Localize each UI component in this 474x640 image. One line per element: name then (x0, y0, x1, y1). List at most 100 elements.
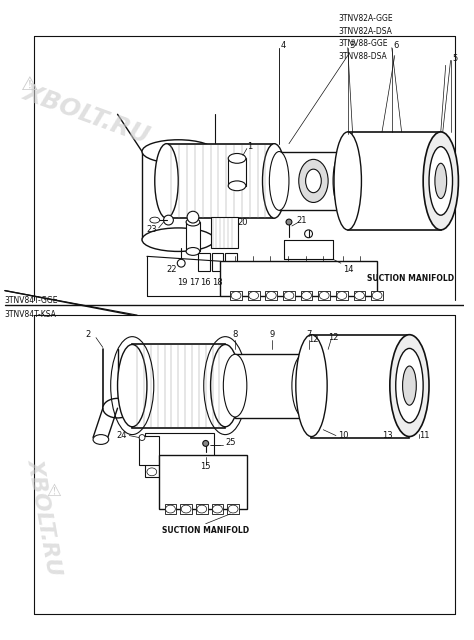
Text: 20: 20 (237, 218, 248, 227)
Ellipse shape (212, 505, 222, 513)
Text: XBOLT.RU: XBOLT.RU (19, 80, 153, 148)
Ellipse shape (176, 468, 186, 476)
Bar (354, 291, 365, 300)
Ellipse shape (334, 132, 362, 230)
Ellipse shape (390, 335, 429, 436)
Text: ⚠: ⚠ (46, 483, 61, 500)
Text: 8: 8 (232, 330, 238, 339)
Text: 3: 3 (350, 41, 355, 50)
Ellipse shape (319, 292, 329, 300)
Text: 24: 24 (117, 431, 128, 440)
Bar (348, 132, 441, 230)
Ellipse shape (396, 348, 423, 423)
Ellipse shape (402, 366, 416, 405)
Bar (132, 344, 225, 428)
Bar (211, 504, 223, 514)
Ellipse shape (333, 152, 353, 211)
Ellipse shape (435, 163, 447, 198)
Ellipse shape (186, 218, 200, 226)
Bar (139, 436, 159, 465)
Ellipse shape (429, 147, 453, 215)
Ellipse shape (142, 140, 215, 163)
Text: 10: 10 (338, 431, 348, 440)
Text: 21: 21 (296, 216, 307, 225)
Text: 15: 15 (201, 463, 211, 472)
Bar (279, 152, 343, 211)
Ellipse shape (150, 217, 160, 223)
Text: 3TNV84T-KSA: 3TNV84T-KSA (5, 310, 57, 319)
Bar (145, 433, 213, 477)
Text: SUCTION MANIFOLD: SUCTION MANIFOLD (367, 275, 455, 284)
Text: 16: 16 (201, 278, 211, 287)
Text: ⚠: ⚠ (21, 76, 38, 95)
Ellipse shape (266, 292, 276, 300)
Ellipse shape (197, 505, 207, 513)
Ellipse shape (223, 355, 247, 417)
Bar (142, 152, 216, 239)
Ellipse shape (269, 152, 289, 211)
Text: 23: 23 (146, 225, 157, 234)
Bar (198, 253, 210, 271)
Text: 11: 11 (419, 431, 430, 440)
Ellipse shape (118, 344, 147, 427)
Bar (230, 291, 242, 300)
Text: 13: 13 (382, 431, 392, 440)
Ellipse shape (201, 468, 210, 476)
Text: 3TNV82A-DSA: 3TNV82A-DSA (338, 26, 392, 36)
Bar (166, 144, 274, 218)
Text: 1: 1 (247, 142, 252, 151)
Ellipse shape (306, 169, 321, 193)
Text: 4: 4 (281, 41, 286, 50)
Ellipse shape (423, 132, 458, 230)
Text: 3TNV82A-GGE: 3TNV82A-GGE (338, 14, 392, 23)
Ellipse shape (203, 440, 209, 446)
Ellipse shape (210, 344, 240, 427)
Bar (336, 291, 348, 300)
Text: 3TNV88-GGE: 3TNV88-GGE (338, 39, 387, 48)
Ellipse shape (155, 144, 178, 218)
Ellipse shape (162, 468, 172, 476)
Ellipse shape (284, 292, 294, 300)
Ellipse shape (147, 468, 157, 476)
Ellipse shape (296, 335, 327, 436)
Bar (265, 291, 277, 300)
Ellipse shape (181, 505, 191, 513)
Ellipse shape (164, 215, 173, 225)
Text: 25: 25 (225, 438, 236, 447)
Bar (319, 291, 330, 300)
Bar (311, 335, 410, 438)
Text: 9: 9 (270, 330, 275, 339)
Ellipse shape (165, 505, 175, 513)
Ellipse shape (292, 355, 315, 417)
Bar (159, 455, 247, 509)
Bar (248, 291, 260, 300)
Ellipse shape (305, 230, 312, 237)
Bar (220, 261, 377, 296)
Ellipse shape (228, 505, 238, 513)
Bar (164, 504, 176, 514)
Text: 22: 22 (166, 264, 177, 273)
Text: 19: 19 (178, 278, 188, 287)
Text: 18: 18 (212, 278, 223, 287)
Ellipse shape (263, 144, 286, 218)
Bar (235, 355, 304, 418)
Ellipse shape (301, 292, 311, 300)
Text: 17: 17 (189, 278, 199, 287)
Ellipse shape (228, 181, 246, 191)
Bar (283, 291, 295, 300)
Ellipse shape (249, 292, 259, 300)
Bar (186, 222, 200, 252)
Ellipse shape (93, 435, 109, 444)
Text: 12: 12 (328, 333, 338, 342)
Ellipse shape (186, 248, 200, 255)
Ellipse shape (228, 154, 246, 163)
Ellipse shape (139, 435, 145, 440)
Text: 14: 14 (343, 264, 353, 273)
Bar (227, 504, 239, 514)
Ellipse shape (191, 468, 201, 476)
Text: 12: 12 (309, 335, 319, 344)
Ellipse shape (299, 159, 328, 202)
Text: 5: 5 (453, 54, 458, 63)
Bar (196, 504, 208, 514)
Ellipse shape (187, 211, 199, 223)
